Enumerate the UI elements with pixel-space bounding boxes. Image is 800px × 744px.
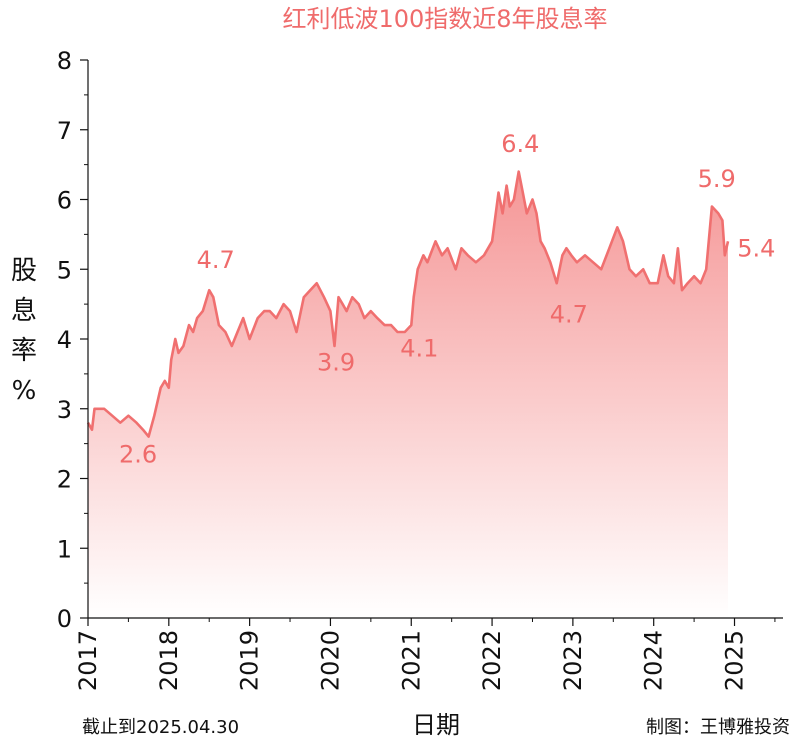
x-axis-label: 日期 <box>412 711 460 739</box>
value-annotation: 4.7 <box>550 300 588 328</box>
value-annotation: 2.6 <box>119 440 157 468</box>
x-tick-label: 2018 <box>155 630 183 691</box>
value-annotation: 4.7 <box>197 246 235 274</box>
value-annotation: 5.9 <box>698 165 736 193</box>
x-tick-label: 2017 <box>74 630 102 691</box>
chart-title: 红利低波100指数近8年股息率 <box>282 5 607 33</box>
x-tick-label: 2025 <box>721 630 749 691</box>
y-tick-label: 6 <box>57 187 72 215</box>
plot-area: 0 1 2 3 4 5 6 7 8 2017 2018 2019 2020 2021 2022 2023 202… <box>57 47 783 691</box>
series-area <box>88 171 728 618</box>
y-axis-label-char: 息 <box>11 296 37 326</box>
y-tick-label: 7 <box>57 117 72 145</box>
x-tick-label: 2021 <box>397 630 425 691</box>
y-tick-label: 4 <box>57 326 72 354</box>
as-of-date: 截止到2025.04.30 <box>82 717 239 738</box>
value-annotation: 4.1 <box>400 334 438 362</box>
value-annotation: 5.4 <box>737 235 775 263</box>
y-axis-label-char: 率 <box>11 336 37 366</box>
y-tick-label: 5 <box>57 256 72 284</box>
series-line <box>86 170 730 438</box>
y-axis-label-char: % <box>12 376 37 406</box>
y-axis-label-char: 股 <box>11 256 37 286</box>
x-tick-label: 2019 <box>236 630 264 691</box>
value-annotation: 6.4 <box>501 130 539 158</box>
x-tick-label: 2022 <box>478 630 506 691</box>
y-tick-label: 8 <box>57 47 72 75</box>
value-annotation: 3.9 <box>317 348 355 376</box>
x-tick-label: 2023 <box>559 630 587 691</box>
y-tick-label: 3 <box>57 396 72 424</box>
y-tick-label: 2 <box>57 466 72 494</box>
x-tick-label: 2024 <box>640 630 668 691</box>
y-tick-label: 0 <box>57 605 72 633</box>
x-tick-label: 2020 <box>316 630 344 691</box>
y-tick-label: 1 <box>57 535 72 563</box>
y-axis-label: 股息率% <box>11 256 37 406</box>
chart-credit: 制图：王博雅投资 <box>646 717 790 738</box>
